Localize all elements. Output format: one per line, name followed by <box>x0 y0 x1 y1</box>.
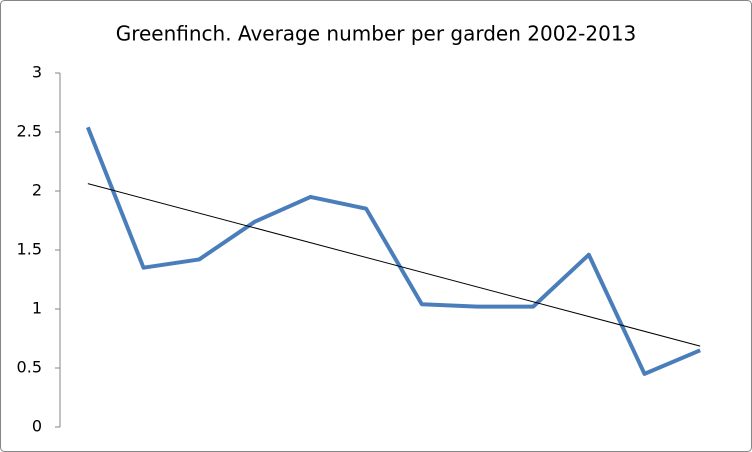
chart-title: Greenfinch. Average number per garden 20… <box>116 22 637 46</box>
y-tick-label: 3 <box>32 63 42 82</box>
y-tick-label: 0.5 <box>17 358 42 377</box>
y-tick-label: 2.5 <box>17 122 42 141</box>
y-tick-label: 2 <box>32 181 42 200</box>
trendline <box>87 183 701 347</box>
y-tick-label: 0 <box>32 417 42 436</box>
data-line <box>85 126 701 376</box>
y-tick-label: 1 <box>32 299 42 318</box>
y-tick-label: 1.5 <box>17 240 42 259</box>
